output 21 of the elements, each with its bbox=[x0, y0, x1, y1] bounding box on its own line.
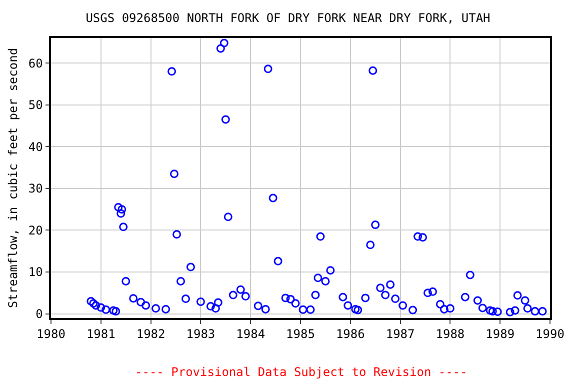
x-tick-label: 1986 bbox=[336, 327, 365, 342]
x-tick-label: 1988 bbox=[436, 327, 465, 342]
x-tick-label: 1990 bbox=[536, 327, 564, 342]
y-tick-label: 40 bbox=[28, 140, 43, 154]
y-tick-label: 10 bbox=[28, 265, 43, 280]
x-tick-label: 1980 bbox=[36, 327, 66, 342]
x-tick-label: 1987 bbox=[386, 327, 415, 342]
y-tick-label: 60 bbox=[28, 56, 43, 70]
y-tick-label: 30 bbox=[28, 182, 43, 196]
y-tick-label: 20 bbox=[28, 223, 43, 238]
y-axis-title: Streamflow, in cubic feet per second bbox=[6, 48, 20, 308]
x-tick-label: 1989 bbox=[486, 327, 515, 342]
x-tick-label: 1983 bbox=[186, 327, 216, 342]
x-tick-label: 1985 bbox=[286, 327, 315, 342]
x-tick-label: 1981 bbox=[86, 327, 116, 342]
chart-title: USGS 09268500 NORTH FORK OF DRY FORK NEAR DRY FORK, UTAH bbox=[86, 10, 490, 25]
x-tick-label: 1982 bbox=[136, 327, 166, 342]
y-tick-label: 0 bbox=[36, 307, 43, 322]
x-tick-label: 1984 bbox=[236, 327, 266, 342]
text: ---- Provisional Data Subject to Revision ---- bbox=[135, 365, 468, 379]
y-tick-label: 50 bbox=[28, 98, 43, 112]
